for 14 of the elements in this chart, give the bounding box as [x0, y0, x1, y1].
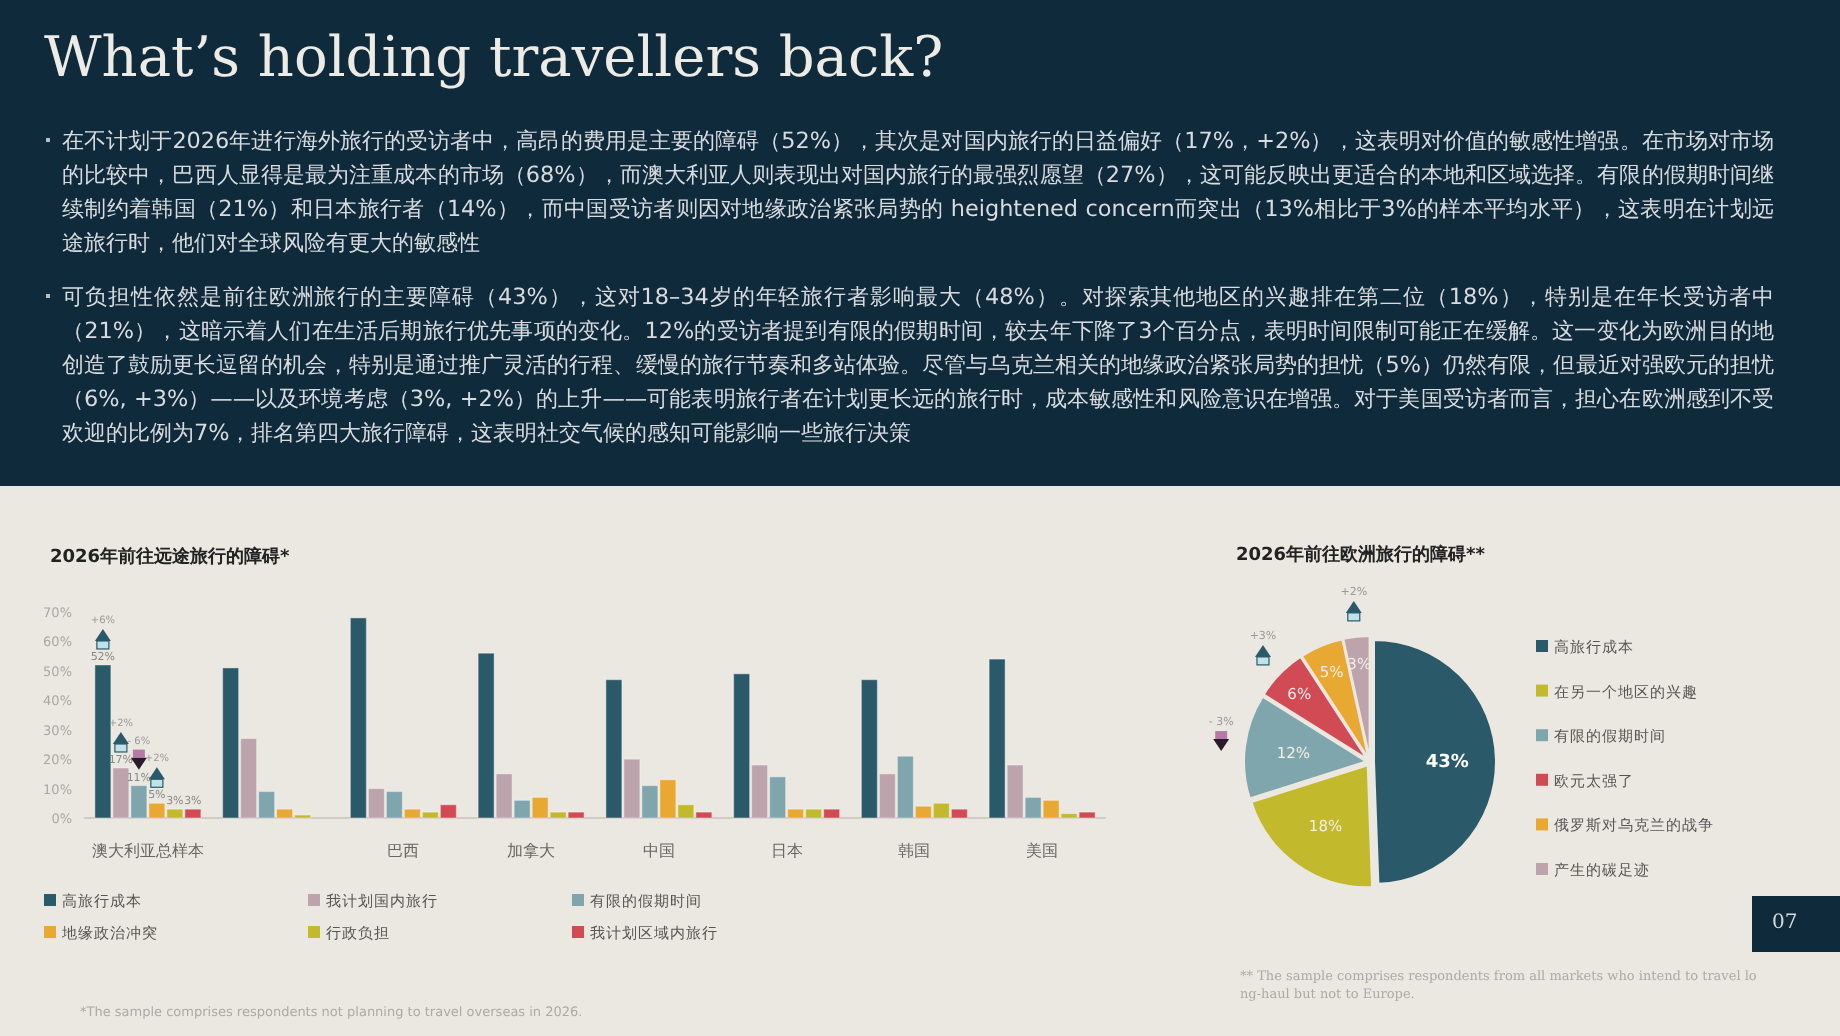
x-tick-label: 巴西 [387, 842, 420, 860]
x-tick-label: 美国 [1026, 842, 1059, 860]
chart-title: 2026年前往欧洲旅行的障碍** [1236, 544, 1486, 566]
text: What’s holding travellers back? [44, 24, 944, 90]
text: 在不计划于2026年进行海外旅行的受访者中，高昂的费用是主要的障碍（52%），其次是对国内旅行的日益偏好（17%，+2%），这表明对价值的敏感性增强。在市场对市场的比较中，巴西人显得是最为注重成本的市场（68%），而澳大利亚人则表现出对国内旅行的最强烈愿望（27%），这可能反映出更适合的本地和区域选择。有限的假期时间继续制约着韩国（21%）和日本旅行者（14%），而中国受访者则因对地缘政治紧张局势的 heightened concern而突出（13%相比于3%的样本平均水平），这表明在计划远途旅行时，他们对全球风险有更大的敏感性 [62, 126, 1774, 260]
data-label: 43% [1425, 752, 1469, 773]
x-tick-label: 韩国 [898, 842, 931, 860]
text: 可负担性依然是前往欧洲旅行的主要障碍（43%），这对18–34岁的年轻旅行者影响最大（48%）。对探索其他地区的兴趣排在第二位（18%），特别是在年长受访者中（21%），这暗示着人们在生活后期旅行优先事项的变化。12%的受访者提到有限的假期时间，较去年下降了3个百分点，表明时间限制可能正在缓解。这一变化为欧洲目的地创造了鼓励更长逗留的机会，特别是通过推广灵活的行程、缓慢的旅行节奏和多站体验。尽管与乌克兰相关的地缘政治紧张局势的担忧（5%）仍然有限，但最近对强欧元的担忧（6%, +3%）——以及环境考虑（3%, +2%）的上升——可能表明旅行者在计划更长远的旅行时，成本敏感性和风险意识在增强。对于美国受访者而言，担心在欧洲感到不受欢迎的比例为7%，排名第四大旅行障碍，这表明社交气候的感知可能影响一些旅行决策 [62, 282, 1774, 450]
x-tick-label: 澳大利亚总样本 [91, 842, 204, 860]
chart-title: 2026年前往远途旅行的障碍* [50, 546, 291, 568]
x-tick-label: 中国 [642, 842, 675, 860]
text: 07 [1752, 896, 1840, 952]
x-tick-label: 日本 [770, 842, 803, 860]
x-tick-label: 加拿大 [507, 842, 556, 860]
